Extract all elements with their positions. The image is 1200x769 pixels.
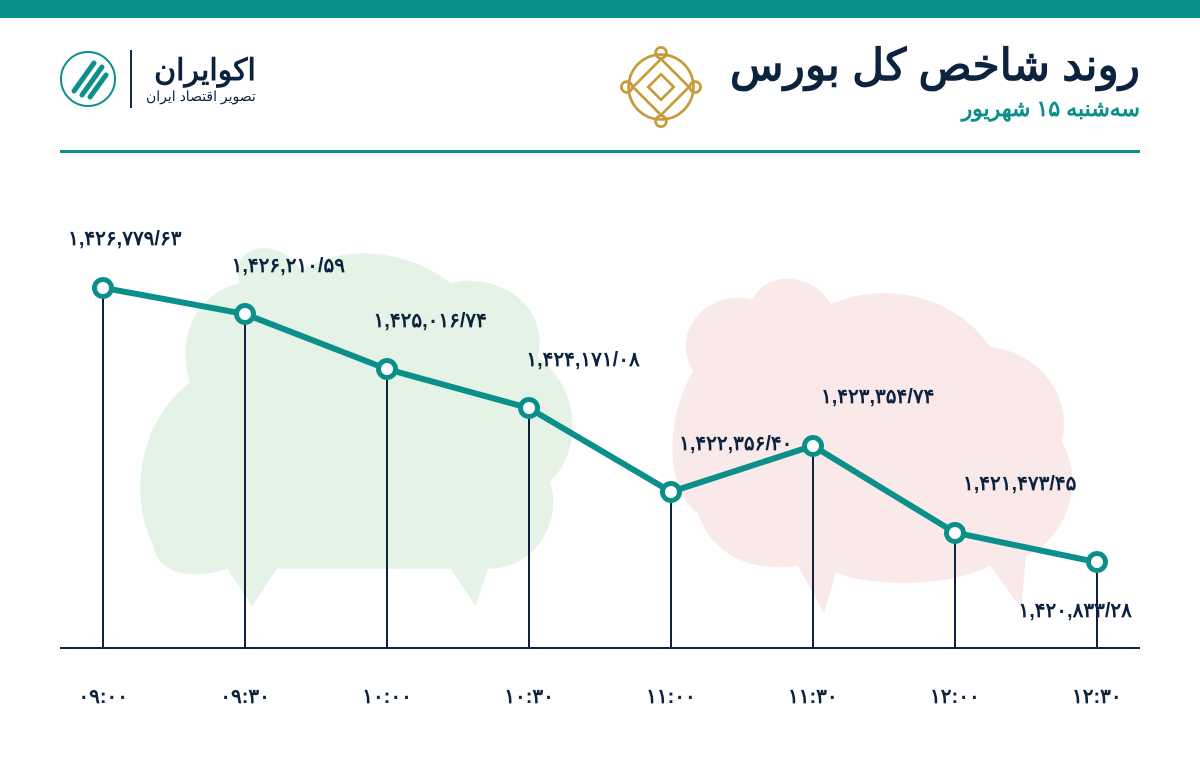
drop-line [670,492,672,647]
brand-block: اکوایران تصویر اقتصاد ایران [60,50,256,108]
data-marker [660,481,682,503]
x-tick-label: ۱۱:۳۰ [788,684,838,709]
series-line [103,288,1097,562]
x-tick-label: ۱۲:۳۰ [1072,684,1122,709]
title-block-wrap: روند شاخص کل بورس سه‌شنبه ۱۵ شهریور [616,42,1140,132]
value-label: ۱,۴۲۶,۷۷۹/۶۳ [68,226,181,251]
value-label: ۱,۴۲۱,۴۷۳/۴۵ [963,471,1076,496]
drop-line [386,369,388,647]
value-label: ۱,۴۲۲,۳۵۶/۴۰ [679,431,792,456]
line-series-svg [60,190,1140,709]
header-divider [60,150,1140,153]
value-label: ۱,۴۲۶,۲۱۰/۵۹ [232,253,345,278]
brand-name: اکوایران [146,53,256,88]
drop-line [244,314,246,647]
data-marker [92,277,114,299]
page-subtitle: سه‌شنبه ۱۵ شهریور [730,96,1140,122]
drop-line [102,288,104,647]
x-tick-label: ۱۰:۰۰ [362,684,412,709]
data-marker [234,303,256,325]
header: اکوایران تصویر اقتصاد ایران روند شاخص کل… [0,18,1200,142]
value-label: ۱,۴۲۰,۸۳۳/۲۸ [1019,598,1132,623]
value-label: ۱,۴۲۵,۰۱۶/۷۴ [374,308,487,333]
data-marker [518,397,540,419]
top-accent-bar [0,0,1200,18]
value-label: ۱,۴۲۳,۳۵۴/۷۴ [821,384,934,409]
x-tick-label: ۰۹:۳۰ [220,684,270,709]
value-label: ۱,۴۲۴,۱۷۱/۰۸ [526,347,639,372]
chart-area: ۱,۴۲۶,۷۷۹/۶۳ ۱,۴۲۶,۲۱۰/۵۹ ۱,۴۲۵,۰۱۶/۷۴ ۱,۴۲… [60,190,1140,709]
drop-line [528,408,530,647]
plot: ۱,۴۲۶,۷۷۹/۶۳ ۱,۴۲۶,۲۱۰/۵۹ ۱,۴۲۵,۰۱۶/۷۴ ۱,۴۲… [60,190,1140,709]
x-tick-label: ۰۹:۰۰ [78,684,128,709]
data-marker [802,435,824,457]
x-tick-label: ۱۰:۳۰ [504,684,554,709]
x-tick-label: ۱۲:۰۰ [930,684,980,709]
page-title: روند شاخص کل بورس [730,42,1140,90]
data-marker [944,522,966,544]
exchange-emblem-icon [616,42,706,132]
brand-separator [130,50,132,108]
drop-line [954,533,956,647]
x-tick-label: ۱۱:۰۰ [646,684,696,709]
brand-stripes-icon [60,51,116,107]
drop-line [812,446,814,647]
data-marker [1086,551,1108,573]
brand-tagline: تصویر اقتصاد ایران [146,88,256,105]
data-marker [376,358,398,380]
